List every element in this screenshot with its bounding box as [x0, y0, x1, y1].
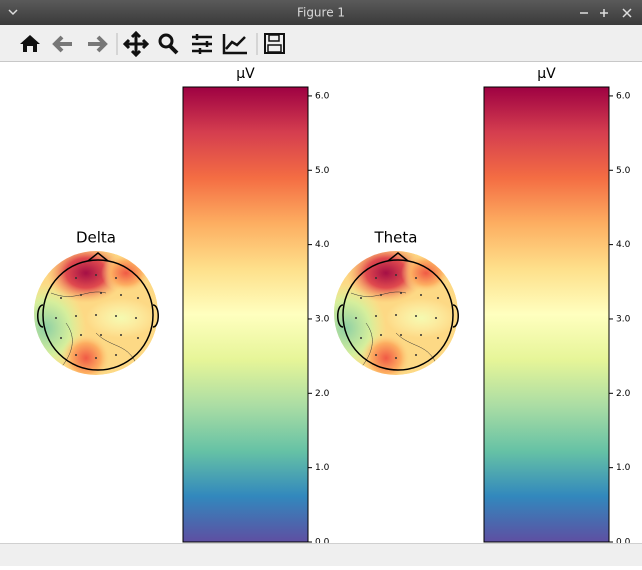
- maximize-button[interactable]: [600, 9, 608, 17]
- plot-title: Theta: [374, 229, 418, 247]
- forward-button[interactable]: [88, 35, 108, 53]
- tick-label: 4.0: [616, 240, 631, 250]
- tick-label: 2.0: [315, 389, 330, 399]
- tick-label: 0.0: [315, 538, 330, 548]
- tick-label: 2.0: [616, 389, 631, 399]
- pan-button[interactable]: [122, 30, 150, 58]
- close-button[interactable]: [622, 8, 632, 18]
- tick-label: 3.0: [616, 314, 631, 324]
- colorbar: [182, 86, 309, 543]
- customize-button[interactable]: [222, 34, 247, 55]
- tick-label: 1.0: [616, 463, 631, 473]
- menu-button[interactable]: [8, 9, 18, 16]
- back-button[interactable]: [52, 35, 72, 53]
- tick-label: 4.0: [315, 240, 330, 250]
- home-button[interactable]: [20, 35, 40, 52]
- window-title: Figure 1: [297, 6, 345, 20]
- tick-label: 6.0: [315, 91, 330, 101]
- save-button[interactable]: [264, 33, 285, 54]
- tick-label: 5.0: [315, 166, 330, 176]
- title-bar: [0, 0, 642, 25]
- tick-label: 1.0: [315, 463, 330, 473]
- tick-label: 3.0: [315, 314, 330, 324]
- tick-label: 5.0: [616, 166, 631, 176]
- colorbar-label: µV: [537, 66, 556, 82]
- colorbar-label: µV: [236, 66, 255, 82]
- tick-label: 0.0: [616, 538, 631, 548]
- status-bar: [0, 543, 642, 566]
- colorbar: [483, 86, 610, 543]
- tick-label: 6.0: [616, 91, 631, 101]
- zoom-button[interactable]: [158, 33, 179, 55]
- plot-title: Delta: [76, 229, 116, 247]
- subplots-button[interactable]: [192, 34, 212, 54]
